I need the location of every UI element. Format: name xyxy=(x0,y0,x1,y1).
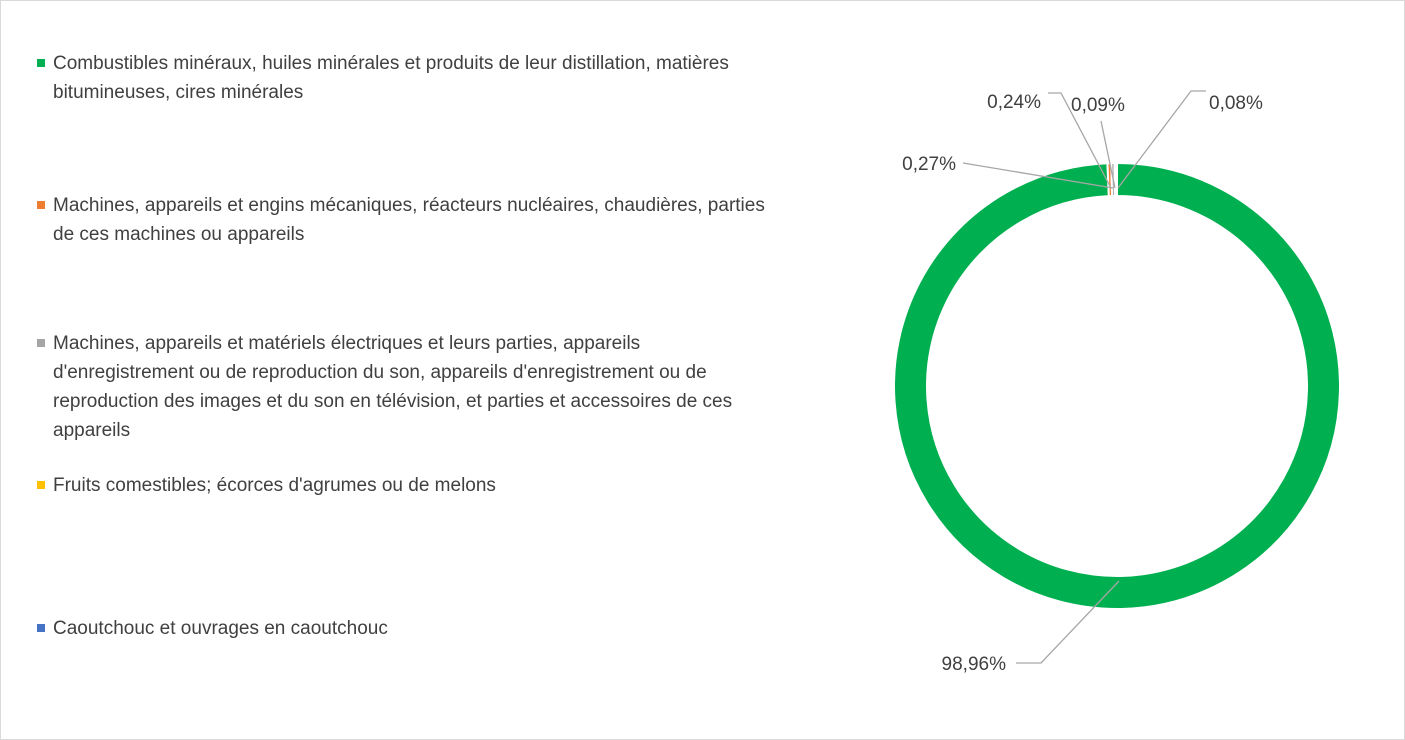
legend-label: Machines, appareils et matériels électri… xyxy=(53,333,733,441)
legend-swatch xyxy=(37,339,45,347)
legend-item: Combustibles minéraux, huiles minérales … xyxy=(37,49,773,107)
leader-line xyxy=(1048,92,1112,189)
leader-line xyxy=(1016,580,1120,664)
legend-item: Machines, appareils et engins mécaniques… xyxy=(37,191,773,249)
legend-swatch xyxy=(37,201,45,209)
legend-swatch xyxy=(37,59,45,67)
legend-label: Machines, appareils et engins mécaniques… xyxy=(53,195,765,245)
leader-line xyxy=(1100,120,1116,189)
data-label: 0,27% xyxy=(902,154,956,175)
data-label: 0,09% xyxy=(1071,95,1125,116)
legend-swatch xyxy=(37,624,45,632)
legend-item: Caoutchouc et ouvrages en caoutchouc xyxy=(37,614,773,643)
legend-label: Combustibles minéraux, huiles minérales … xyxy=(53,53,729,103)
donut-slice xyxy=(893,161,1341,610)
legend-swatch xyxy=(37,481,45,489)
legend-item: Fruits comestibles; écorces d'agrumes ou… xyxy=(37,471,773,500)
data-label: 0,24% xyxy=(987,92,1041,113)
legend-item: Machines, appareils et matériels électri… xyxy=(37,329,773,445)
data-label: 98,96% xyxy=(942,654,1007,675)
data-label: 0,08% xyxy=(1209,93,1263,114)
leader-line xyxy=(962,162,1114,189)
legend-label: Caoutchouc et ouvrages en caoutchouc xyxy=(53,618,388,639)
legend-label: Fruits comestibles; écorces d'agrumes ou… xyxy=(53,475,496,496)
leader-line xyxy=(1117,90,1206,189)
donut-slice xyxy=(1114,161,1118,198)
